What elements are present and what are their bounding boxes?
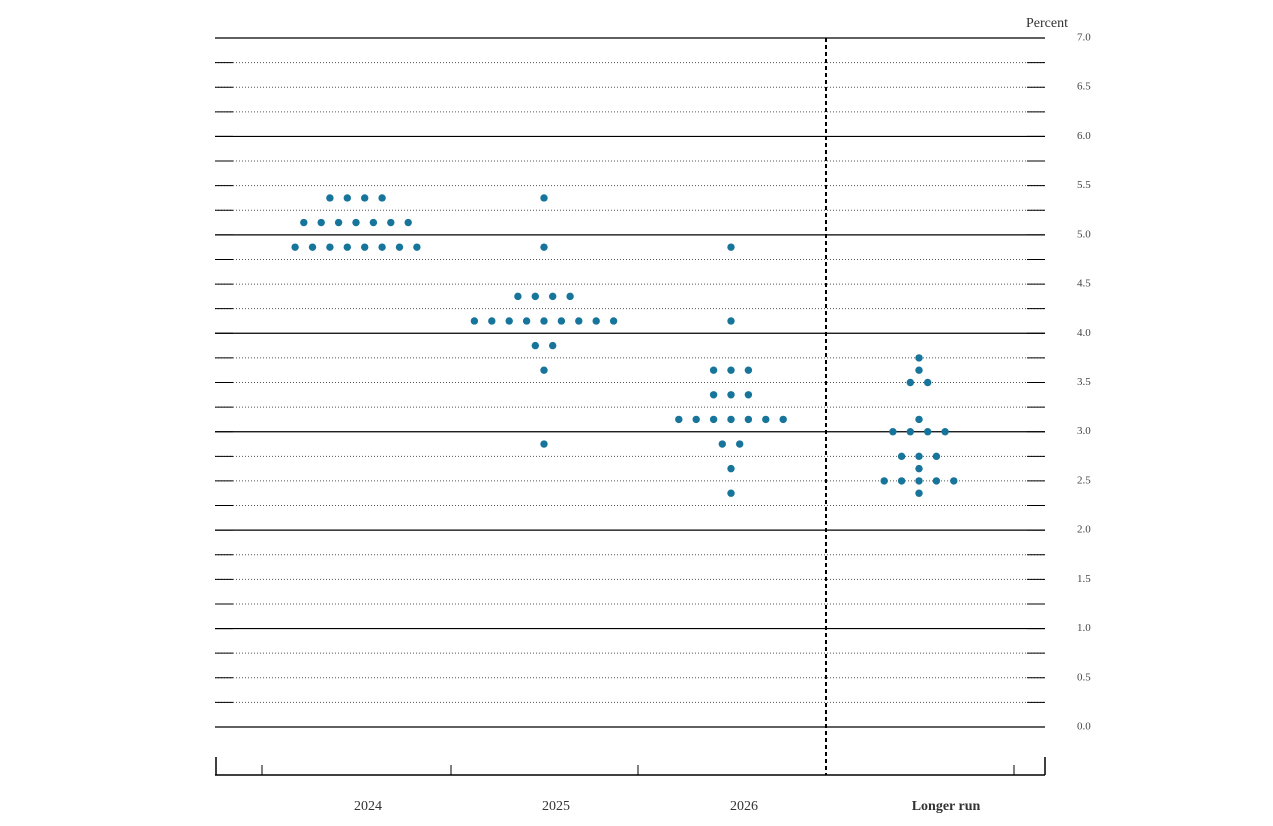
- dot: [291, 243, 299, 251]
- dot: [709, 366, 718, 374]
- dot: [514, 292, 522, 301]
- dot: [906, 428, 914, 436]
- y-tick-label: 4.5: [1077, 278, 1091, 290]
- dot: [692, 415, 700, 424]
- dot: [744, 391, 753, 399]
- dot: [709, 415, 718, 424]
- dot: [727, 366, 735, 374]
- dot: [880, 477, 888, 485]
- dot: [727, 415, 735, 424]
- dot: [744, 415, 753, 424]
- dot: [915, 477, 923, 485]
- dot: [932, 477, 941, 485]
- dot: [718, 440, 726, 448]
- dot: [915, 489, 923, 497]
- dot: [709, 391, 718, 399]
- dot: [531, 292, 539, 301]
- y-tick-label: 1.5: [1077, 573, 1091, 585]
- x-tick-label: 2025: [542, 799, 570, 814]
- dot: [343, 194, 351, 202]
- dot: [522, 317, 531, 325]
- dot: [950, 477, 958, 485]
- dot: [557, 317, 566, 325]
- dot: [334, 218, 343, 227]
- dot: [575, 317, 583, 325]
- y-tick-label: 2.0: [1077, 524, 1091, 536]
- dot: [549, 341, 557, 350]
- y-tick-label: 7.0: [1077, 32, 1091, 44]
- dot: [361, 194, 369, 202]
- dot: [387, 218, 395, 227]
- dot: [413, 243, 421, 251]
- dot: [897, 452, 906, 461]
- y-tick-label: 0.0: [1077, 721, 1091, 733]
- x-tick-label: 2026: [730, 799, 758, 814]
- dot: [470, 317, 479, 325]
- dot: [736, 440, 744, 448]
- dot: [378, 243, 386, 251]
- dot: [889, 428, 897, 436]
- dot: [915, 464, 923, 473]
- dot: [531, 341, 539, 350]
- dot: [488, 317, 496, 325]
- dot: [404, 218, 412, 227]
- dot: [395, 243, 404, 251]
- dot: [915, 452, 923, 461]
- dot: [549, 292, 557, 301]
- dot: [609, 317, 618, 325]
- dot: [915, 366, 923, 374]
- dot: [675, 415, 683, 424]
- y-tick-label: 4.0: [1077, 327, 1091, 339]
- dot: [906, 378, 914, 387]
- dot: [779, 415, 787, 424]
- y-tick-label: 3.5: [1077, 376, 1091, 388]
- y-tick-label: 2.5: [1077, 474, 1091, 486]
- y-tick-label: 5.5: [1077, 179, 1091, 191]
- dot: [369, 218, 378, 227]
- dot: [727, 464, 735, 473]
- dot: [915, 415, 923, 424]
- dot: [308, 243, 317, 251]
- dot: [361, 243, 369, 251]
- dot: [505, 317, 513, 325]
- dot: [727, 391, 735, 399]
- dot: [540, 366, 548, 374]
- dot: [540, 317, 548, 325]
- dot: [566, 292, 574, 301]
- dot: [744, 366, 753, 374]
- dot: [924, 378, 932, 387]
- y-tick-label: 5.0: [1077, 228, 1091, 240]
- dot: [326, 194, 334, 202]
- y-tick-label: 6.0: [1077, 130, 1091, 142]
- dot: [343, 243, 351, 251]
- dot: [897, 477, 906, 485]
- x-tick-label: Longer run: [912, 799, 981, 814]
- dot: [924, 428, 932, 436]
- dot: [762, 415, 770, 424]
- dot: [540, 194, 548, 202]
- dot: [727, 317, 735, 325]
- dot: [932, 452, 941, 461]
- y-axis-label: Percent: [1026, 16, 1068, 31]
- dot: [378, 194, 386, 202]
- y-tick-label: 6.5: [1077, 81, 1091, 93]
- dot: [326, 243, 334, 251]
- dot: [941, 428, 949, 436]
- dot: [352, 218, 360, 227]
- y-tick-label: 0.5: [1077, 671, 1091, 683]
- dot: [317, 218, 325, 227]
- dot: [915, 354, 923, 362]
- y-tick-label: 1.0: [1077, 622, 1091, 634]
- dot: [540, 243, 548, 251]
- dot: [592, 317, 600, 325]
- y-tick-label: 3.0: [1077, 425, 1091, 437]
- dot: [727, 243, 735, 251]
- x-tick-label: 2024: [354, 799, 382, 814]
- dot: [540, 440, 548, 448]
- dot: [300, 218, 308, 227]
- dot: [727, 489, 735, 497]
